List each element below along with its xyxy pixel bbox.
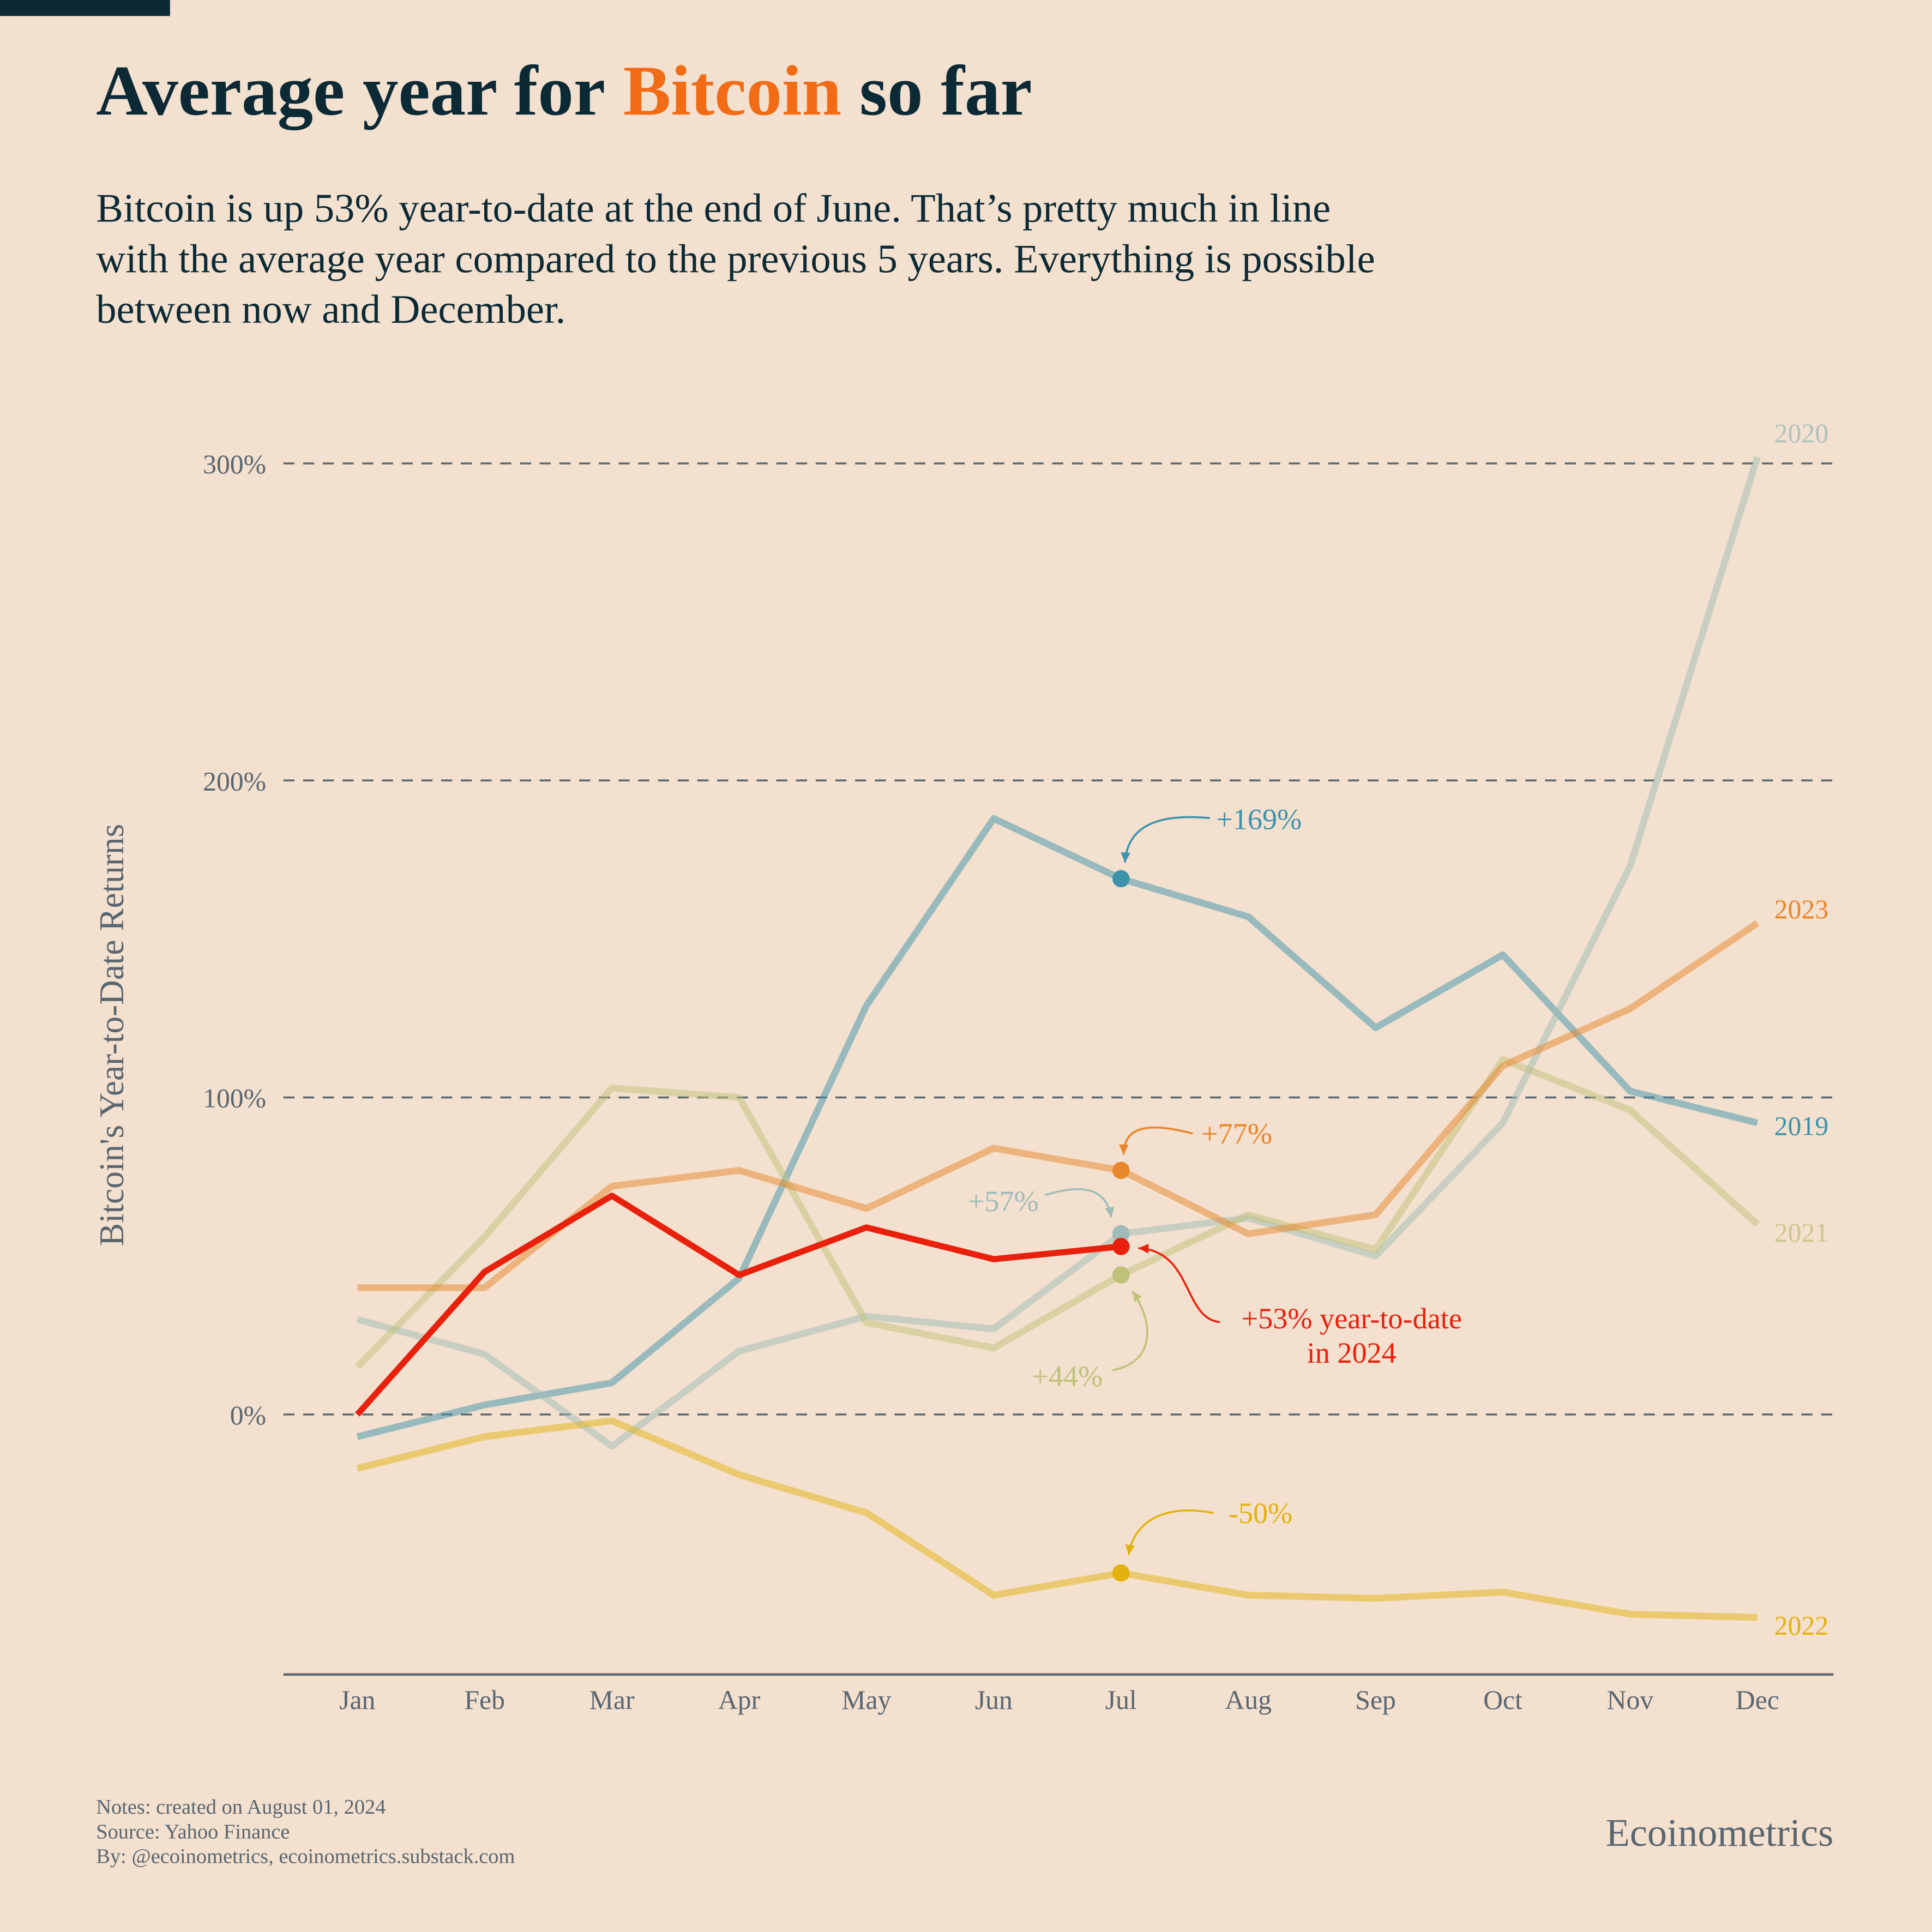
arrow-head xyxy=(1132,1291,1142,1303)
annotation-arrow xyxy=(1112,1290,1148,1371)
series-line xyxy=(356,456,1761,1450)
x-tick-label: Apr xyxy=(718,1685,761,1715)
x-tick-label: Oct xyxy=(1483,1685,1522,1715)
series-line xyxy=(355,1193,1122,1417)
y-tick-label: 200% xyxy=(203,766,266,796)
arrow-head xyxy=(1125,1544,1135,1555)
y-tick-label: 300% xyxy=(203,449,266,479)
x-tick-label: Mar xyxy=(589,1685,635,1715)
title-part: Average year for xyxy=(96,51,605,130)
x-tick-label: Jul xyxy=(1105,1685,1137,1715)
annotation-dot xyxy=(1112,1266,1130,1284)
annotation-arrow xyxy=(1124,816,1211,863)
series-label: 2020 xyxy=(1774,418,1828,448)
annotation-arrow xyxy=(1044,1188,1112,1218)
x-tick-label: Nov xyxy=(1607,1685,1654,1715)
annotation-dot xyxy=(1112,1161,1130,1179)
y-axis-label: Bitcoin's Year-to-Date Returns xyxy=(93,824,131,1246)
chart-title: Average year for Bitcoin so far xyxy=(96,51,1032,130)
note: Source: Yahoo Finance xyxy=(96,1820,290,1843)
annotation-arrow xyxy=(1127,1509,1214,1555)
series-label: 2023 xyxy=(1774,894,1828,924)
x-tick-label: Dec xyxy=(1736,1685,1779,1715)
annotation: -50% xyxy=(1229,1497,1292,1530)
x-tick-label: Sep xyxy=(1355,1685,1396,1715)
arrow-head xyxy=(1105,1206,1115,1218)
x-tick-label: Aug xyxy=(1225,1685,1272,1715)
note: Notes: created on August 01, 2024 xyxy=(96,1796,386,1819)
annotation-arrow xyxy=(1138,1247,1220,1323)
series-line xyxy=(356,1417,1758,1621)
annotation-dot xyxy=(1112,870,1130,888)
annotation: +169% xyxy=(1216,803,1302,836)
annotation: +77% xyxy=(1201,1117,1272,1150)
arrow-head xyxy=(1118,1144,1129,1155)
series-label: 2021 xyxy=(1774,1218,1828,1248)
annotation-arrow xyxy=(1122,1126,1193,1155)
x-tick-label: Jun xyxy=(975,1685,1013,1715)
annotation: +53% year-to-date xyxy=(1242,1302,1462,1335)
arrow-head xyxy=(1138,1243,1149,1254)
annotation-dot xyxy=(1112,1225,1130,1243)
subtitle: with the average year compared to the pr… xyxy=(96,237,1375,281)
x-tick-label: Feb xyxy=(464,1685,505,1715)
subtitle: between now and December. xyxy=(96,287,565,332)
title-part: so far xyxy=(859,51,1032,130)
annotation-dot xyxy=(1112,1564,1130,1582)
series-label: 2022 xyxy=(1774,1611,1828,1641)
series-line xyxy=(357,920,1760,1291)
arrow-head xyxy=(1121,852,1131,863)
series-line xyxy=(356,815,1759,1440)
annotation: +57% xyxy=(968,1185,1039,1218)
x-tick-label: Jan xyxy=(339,1685,375,1715)
y-tick-label: 0% xyxy=(230,1400,266,1430)
title-highlight: Bitcoin xyxy=(623,51,841,130)
series-line xyxy=(354,1056,1760,1370)
brand: Ecoinometrics xyxy=(1606,1811,1834,1855)
annotation: in 2024 xyxy=(1307,1337,1397,1369)
corner-bar xyxy=(0,0,170,16)
annotation-dot xyxy=(1112,1238,1130,1255)
series-label: 2019 xyxy=(1774,1111,1828,1141)
annotation: +44% xyxy=(1032,1360,1103,1393)
x-tick-label: May xyxy=(841,1685,891,1715)
note: By: @ecoinometrics, ecoinometrics.substa… xyxy=(96,1845,515,1868)
y-tick-label: 100% xyxy=(203,1084,266,1114)
subtitle: Bitcoin is up 53% year-to-date at the en… xyxy=(96,186,1331,231)
